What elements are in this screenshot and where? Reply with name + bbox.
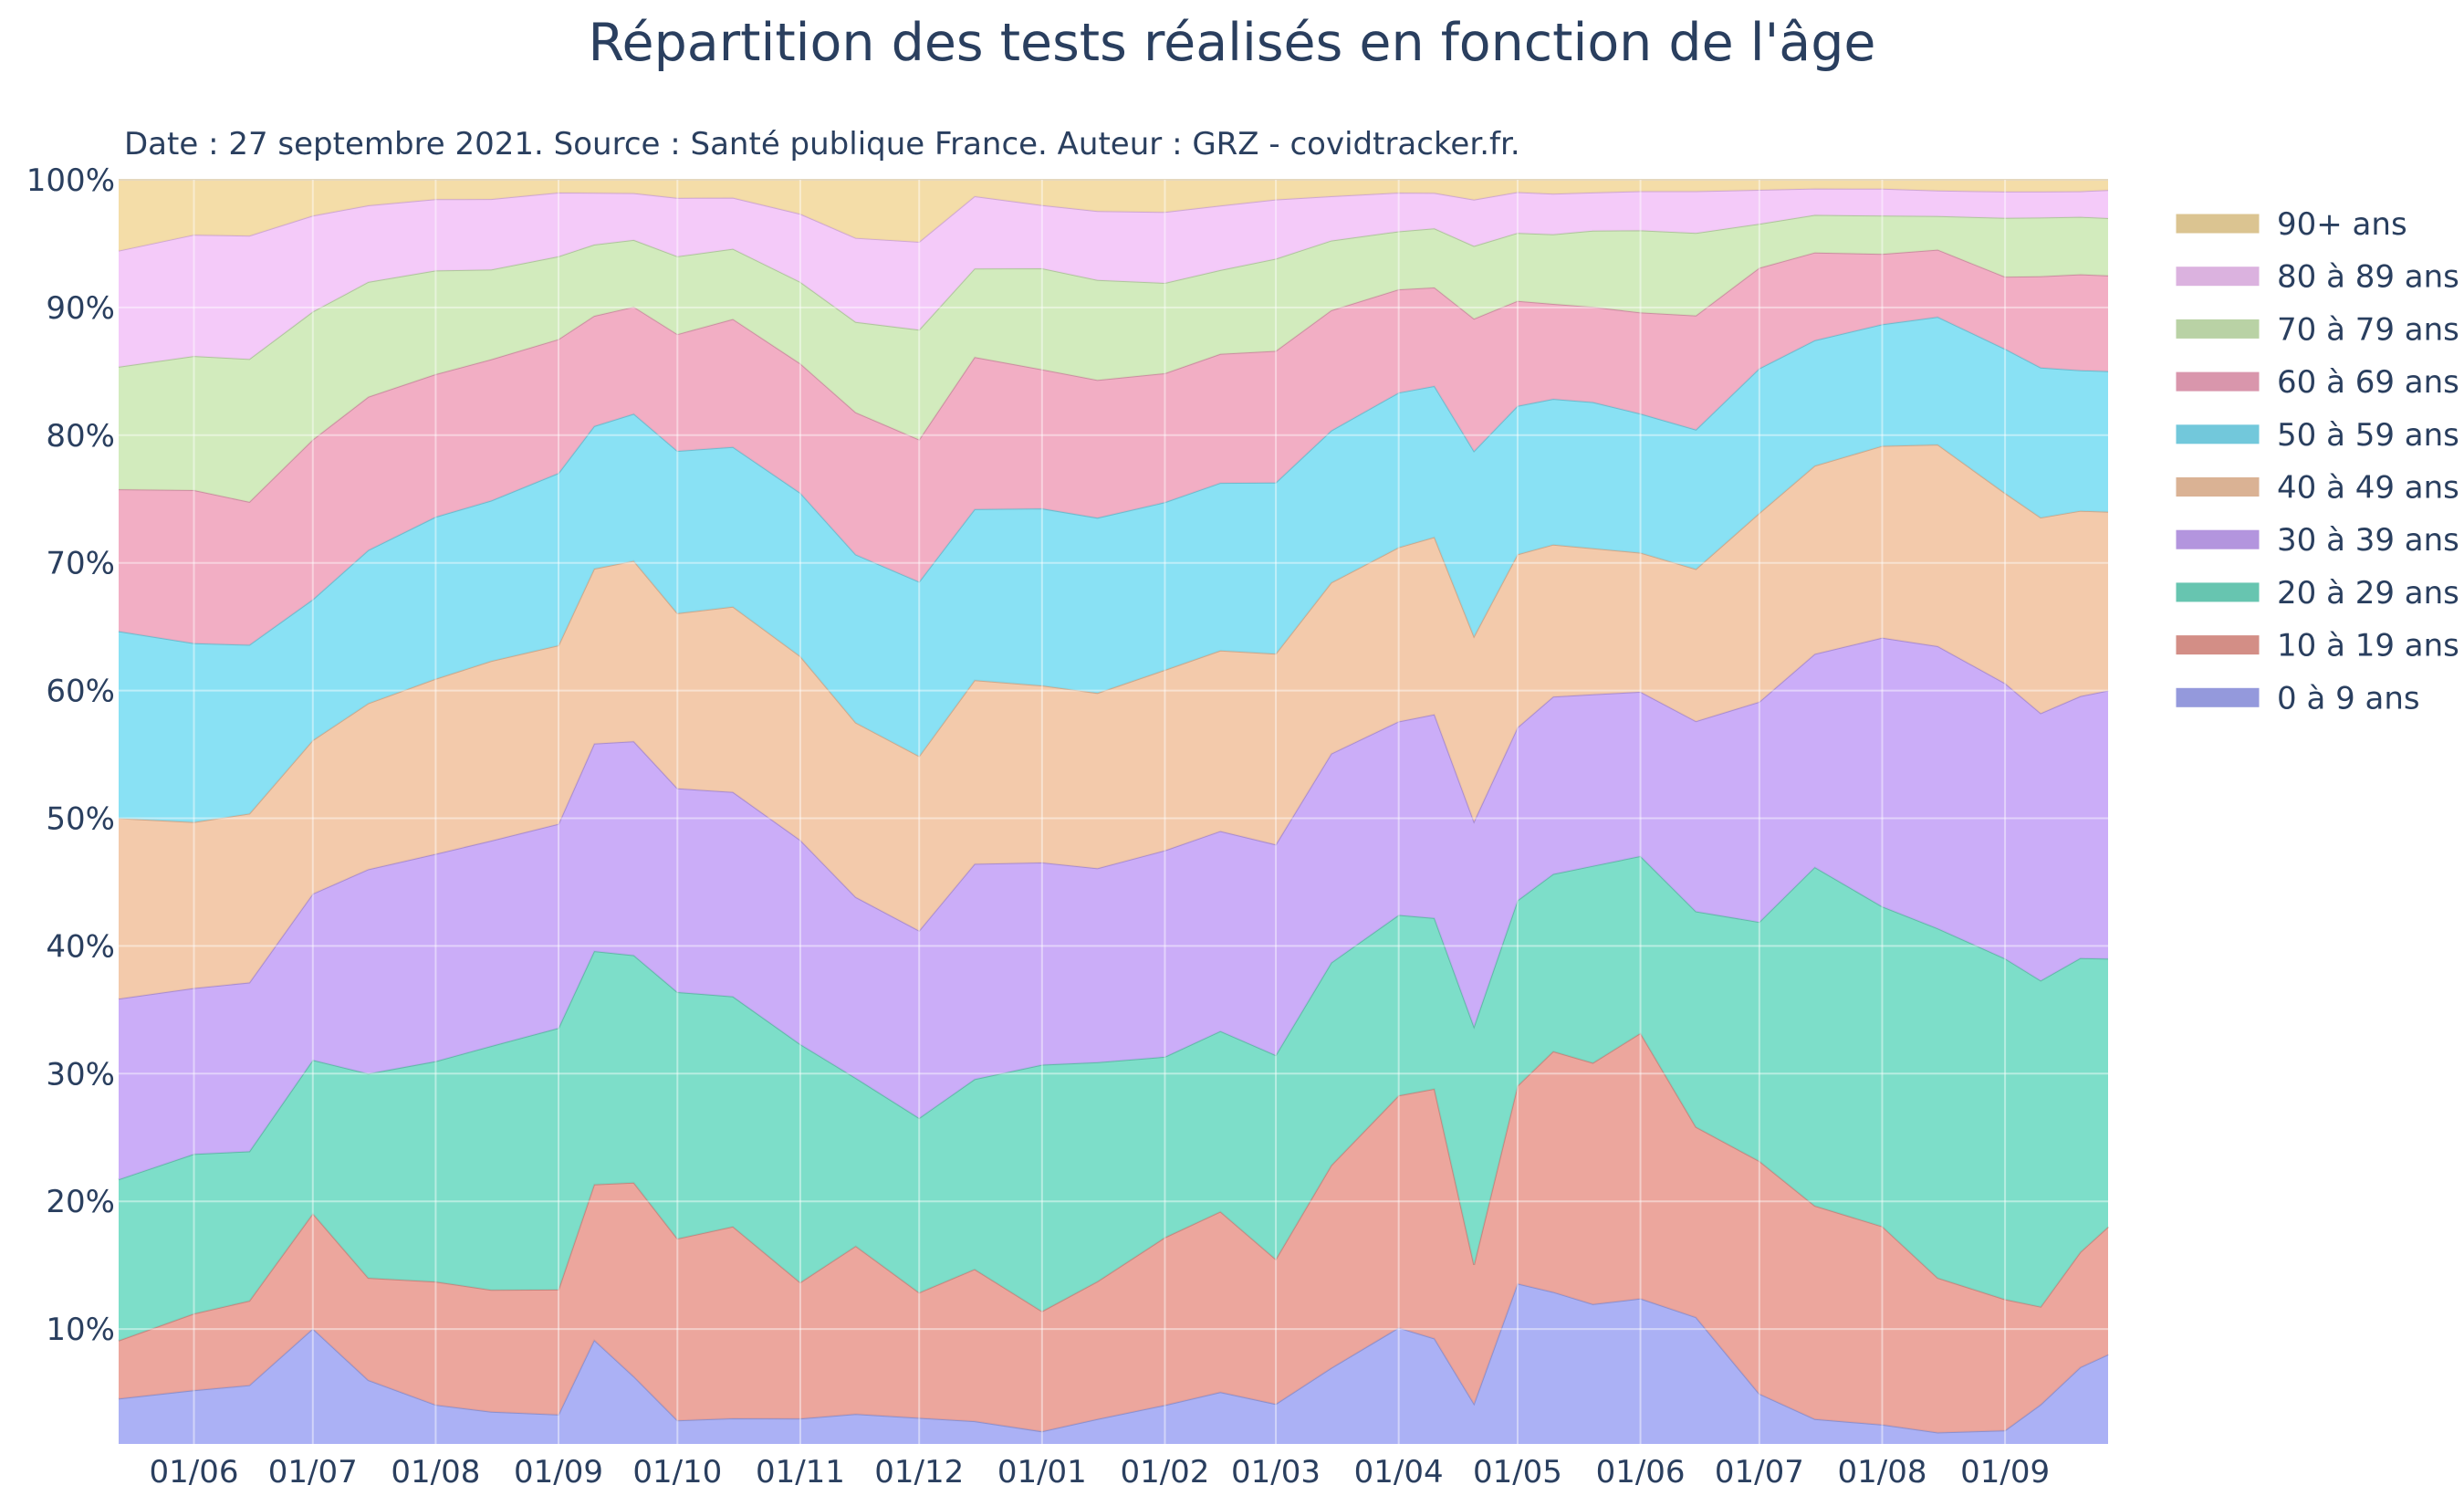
legend-swatch — [2176, 319, 2260, 339]
y-tick-label: 30% — [46, 1056, 115, 1093]
legend-item[interactable]: 40 à 49 ans — [2176, 470, 2459, 507]
legend-label: 20 à 29 ans — [2277, 575, 2459, 612]
series-line-7 — [118, 214, 2109, 368]
y-tick-label: 20% — [46, 1184, 115, 1220]
legend-swatch — [2176, 529, 2260, 549]
y-tick-label: 50% — [46, 800, 115, 837]
y-axis: 10% 20% 30% 40% 50% 60% 70% 80% 90% 100% — [26, 162, 115, 1348]
legend-label: 80 à 89 ans — [2277, 259, 2459, 296]
x-tick-label: 01/08 — [391, 1454, 480, 1490]
legend-swatch — [2176, 371, 2260, 392]
legend-swatch — [2176, 687, 2260, 707]
series-line-4 — [118, 444, 2109, 823]
legend-label: 70 à 79 ans — [2277, 311, 2459, 348]
grid-layer — [119, 179, 2108, 1444]
legend-item[interactable]: 30 à 39 ans — [2176, 522, 2459, 559]
areas-layer — [118, 179, 2109, 1444]
legend-label: 10 à 19 ans — [2277, 628, 2459, 664]
x-tick-label: 01/06 — [1596, 1454, 1686, 1490]
y-tick-label: 10% — [46, 1312, 115, 1348]
legend-label: 60 à 69 ans — [2277, 364, 2459, 401]
series-area-8 — [119, 188, 2108, 367]
legend-item[interactable]: 80 à 89 ans — [2176, 259, 2459, 296]
x-tick-label: 01/09 — [514, 1454, 603, 1490]
x-tick-label: 01/09 — [1960, 1454, 2050, 1490]
series-area-5 — [119, 317, 2108, 822]
x-tick-label: 01/12 — [874, 1454, 964, 1490]
series-area-4 — [119, 444, 2108, 999]
chart-title: Répartition des tests réalisés en foncti… — [588, 13, 1876, 73]
series-area-7 — [119, 214, 2108, 502]
y-tick-label: 40% — [46, 928, 115, 965]
legend-item[interactable]: 50 à 59 ans — [2176, 417, 2459, 454]
x-tick-label: 01/04 — [1354, 1454, 1444, 1490]
y-tick-label: 60% — [46, 674, 115, 710]
x-tick-label: 01/07 — [1715, 1454, 1804, 1490]
legend-label: 90+ ans — [2277, 206, 2407, 243]
legend-swatch — [2176, 214, 2260, 234]
x-tick-label: 01/02 — [1120, 1454, 1209, 1490]
legend-item[interactable]: 10 à 19 ans — [2176, 628, 2459, 664]
x-tick-label: 01/10 — [632, 1454, 722, 1490]
x-tick-label: 01/05 — [1473, 1454, 1562, 1490]
y-tick-label: 70% — [46, 546, 115, 582]
legend-label: 0 à 9 ans — [2277, 680, 2420, 716]
legend[interactable]: 90+ ans 80 à 89 ans 70 à 79 ans 60 à 69 ans… — [2176, 206, 2459, 716]
x-tick-label: 01/06 — [150, 1454, 239, 1490]
chart-subtitle: Date : 27 septembre 2021. Source : Santé… — [124, 126, 1520, 162]
x-tick-label: 01/07 — [268, 1454, 358, 1490]
x-tick-label: 01/01 — [997, 1454, 1087, 1490]
y-tick-label: 100% — [26, 162, 115, 199]
x-tick-label: 01/03 — [1231, 1454, 1321, 1490]
legend-item[interactable]: 70 à 79 ans — [2176, 311, 2459, 348]
x-axis: 01/06 01/07 01/08 01/09 01/10 01/11 01/12 01/01… — [150, 1454, 2051, 1490]
x-tick-label: 01/08 — [1837, 1454, 1926, 1490]
legend-swatch — [2176, 424, 2260, 444]
legend-item[interactable]: 20 à 29 ans — [2176, 575, 2459, 612]
legend-swatch — [2176, 635, 2260, 655]
legend-swatch — [2176, 267, 2260, 287]
series-area-3 — [119, 637, 2108, 1180]
series-area-1 — [119, 1033, 2108, 1433]
legend-item[interactable]: 0 à 9 ans — [2176, 680, 2420, 716]
series-area-6 — [119, 249, 2108, 645]
legend-label: 50 à 59 ans — [2277, 417, 2459, 454]
series-area-2 — [119, 856, 2108, 1341]
series-line-3 — [118, 636, 2109, 1000]
y-tick-label: 80% — [46, 418, 115, 455]
legend-swatch — [2176, 582, 2260, 602]
legend-item[interactable]: 60 à 69 ans — [2176, 364, 2459, 401]
legend-label: 30 à 39 ans — [2277, 522, 2459, 559]
legend-swatch — [2176, 477, 2260, 497]
y-tick-label: 90% — [46, 290, 115, 327]
legend-item[interactable]: 90+ ans — [2176, 206, 2407, 243]
legend-label: 40 à 49 ans — [2277, 470, 2459, 507]
series-area-0 — [119, 1283, 2108, 1444]
series-area-9 — [119, 180, 2108, 251]
x-tick-label: 01/11 — [756, 1454, 845, 1490]
